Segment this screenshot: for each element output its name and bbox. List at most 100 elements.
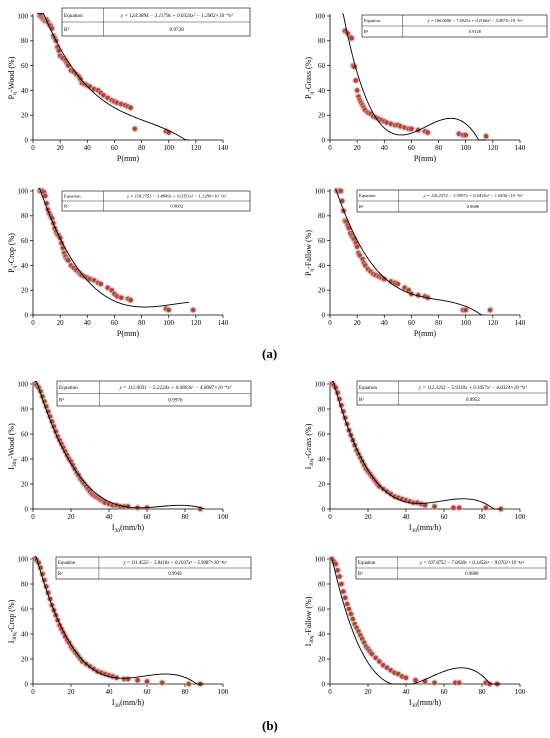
fitted-curve	[331, 381, 501, 510]
x-tick-label: 60	[144, 688, 152, 696]
y-tick-label: 80	[21, 37, 29, 45]
y-tick-label: 100	[315, 380, 326, 388]
y-tick-label: 100	[315, 187, 326, 195]
x-tick-label: 0	[328, 688, 332, 696]
chart-1: 0 20 40 60 80 100 120 140 0 20 40 60 80 100 P(mm) Pq-Wo…	[7, 7, 251, 163]
y-tick-label: 60	[318, 605, 326, 613]
panel-label-b: (b)	[262, 718, 278, 733]
x-axis-label: I30(mm/h)	[112, 698, 145, 709]
data-point	[342, 595, 348, 601]
equation-box: Equation y = 124.3894 − 3.1179x + 0.0324x…	[61, 7, 251, 37]
x-tick-label: 20	[365, 513, 373, 521]
fitted-curve	[38, 188, 190, 308]
x-tick-label: 100	[515, 513, 526, 521]
y-axis-label-main: P	[304, 271, 313, 276]
y-axis-label: I30q-Fallow (%)	[304, 596, 315, 646]
x-tick-label: 120	[191, 144, 202, 152]
chart-7: 0 20 40 60 80 100020406080100I30(mm/h)I30q-Cr…	[7, 555, 252, 709]
r-squared-value: 0.9728	[170, 27, 185, 33]
y-tick-label: 60	[318, 237, 326, 245]
x-axis-label-main: I	[112, 698, 115, 707]
x-tick-label: 80	[435, 144, 443, 152]
r-squared-value: 0.9682	[170, 204, 183, 209]
x-tick-label: 60	[408, 144, 416, 152]
x-tick-label: 60	[144, 513, 152, 521]
x-tick-label: 120	[191, 319, 202, 327]
r-squared-label: R²	[58, 571, 63, 577]
equation-label: Equation	[64, 194, 81, 199]
x-tick-label: 0	[31, 144, 35, 152]
data-point	[42, 193, 48, 199]
y-tick-label: 60	[318, 430, 326, 438]
x-tick-label: 60	[111, 319, 119, 327]
y-tick-label: 40	[21, 630, 29, 638]
y-tick-label: 80	[318, 212, 326, 220]
x-axis-label-sub: 30	[115, 703, 121, 709]
equation-label: Equation	[364, 18, 381, 23]
y-tick-label: 20	[21, 480, 29, 488]
equation-label: Equation	[64, 13, 83, 19]
y-tick-label: 100	[18, 12, 29, 20]
x-tick-label: 40	[106, 513, 114, 521]
y-tick-label: 100	[18, 380, 29, 388]
y-tick-label: 20	[318, 655, 326, 663]
data-point	[354, 244, 360, 250]
x-axis-label: I30(mm/h)	[409, 698, 442, 709]
y-tick-label: 20	[318, 287, 326, 295]
data-point	[338, 581, 344, 587]
y-axis-label: Pq-Fallow (%)	[304, 230, 315, 276]
data-point	[395, 281, 401, 287]
x-tick-label: 0	[31, 513, 35, 521]
y-axis-label-rest: -Fallow (%)	[304, 230, 313, 269]
x-axis-label: P(mm)	[117, 329, 140, 338]
y-tick-label: 60	[21, 62, 29, 70]
x-tick-label: 120	[488, 319, 499, 327]
r-squared-value: 0.9976	[168, 398, 183, 404]
x-tick-label: 120	[488, 144, 499, 152]
x-tick-label: 80	[479, 688, 487, 696]
y-axis-label-main: I	[304, 643, 313, 646]
chart-5: 0 20 40 60 80 100020406080100I30(mm/h)I30q-Wo…	[7, 380, 252, 534]
y-tick-label: 40	[21, 455, 29, 463]
data-point	[118, 295, 124, 301]
y-tick-label: 100	[18, 187, 29, 195]
fitted-curve	[331, 557, 501, 685]
x-tick-label: 0	[328, 513, 332, 521]
y-tick-label: 0	[25, 136, 29, 144]
data-point	[456, 505, 462, 511]
y-axis-label-sub: q	[309, 92, 315, 95]
equation-box: Equation y = 107.8752 − 7.0828x + 0.1453x…	[355, 556, 547, 580]
x-tick-label: 60	[408, 319, 416, 327]
y-tick-label: 20	[21, 112, 29, 120]
fitted-curve	[341, 13, 487, 141]
data-point	[135, 677, 140, 683]
y-axis-label: Pq-Wood (%)	[7, 56, 18, 99]
x-tick-label: 140	[218, 319, 229, 327]
y-tick-label: 20	[21, 655, 29, 663]
x-tick-label: 100	[163, 319, 174, 327]
r-squared-value: 0.9808	[465, 572, 479, 577]
x-tick-label: 80	[182, 513, 190, 521]
x-tick-label: 100	[218, 513, 229, 521]
r-squared-label: R²	[358, 571, 363, 577]
y-tick-label: 0	[322, 505, 326, 513]
y-axis-label-rest: -Crop (%)	[7, 233, 16, 266]
y-axis-label-rest: -Grass (%)	[304, 423, 313, 458]
chart-2: 0 20 40 60 80 100 120 140 0 20 40 60 80 100 P(mm) Pq-Gr…	[304, 12, 548, 163]
x-tick-label: 40	[381, 319, 389, 327]
equation-text: y = 111.4555 − 5.8418x + 0.1037x² − 5.90…	[122, 560, 227, 566]
x-tick-label: 0	[31, 688, 35, 696]
data-point	[354, 88, 360, 93]
r-squared-label: R²	[359, 397, 364, 403]
x-tick-label: 20	[365, 688, 373, 696]
data-point	[483, 505, 489, 511]
y-tick-label: 100	[315, 12, 326, 20]
y-tick-label: 60	[21, 605, 29, 613]
x-tick-label: 40	[403, 513, 411, 521]
y-axis-label: Pq-Grass (%)	[304, 57, 315, 99]
x-tick-label: 40	[403, 688, 411, 696]
equation-box: Equation y = 112.3263 − 5.9310x + 0.1057x…	[356, 380, 548, 406]
data-point	[369, 651, 375, 657]
x-tick-label: 40	[106, 688, 114, 696]
data-point	[166, 307, 172, 313]
